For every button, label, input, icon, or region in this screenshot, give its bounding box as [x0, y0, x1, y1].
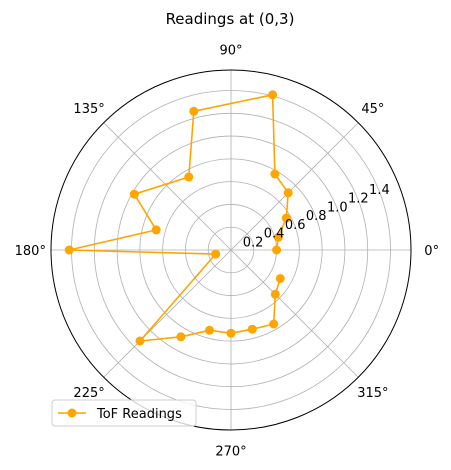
- data-point-15: [226, 328, 236, 338]
- data-point-7: [184, 172, 194, 182]
- series-line-0: [68, 94, 290, 342]
- data-point-11: [211, 249, 221, 259]
- radial-tick-label-6: 1.4: [369, 183, 390, 198]
- data-point-2: [281, 213, 291, 223]
- legend-frame: [51, 399, 197, 427]
- angle-tick-label-0: 0°: [424, 244, 439, 259]
- data-point-14: [205, 325, 214, 335]
- radial-tick-label-5: 1.2: [348, 192, 369, 207]
- data-point-8: [129, 189, 139, 199]
- angle-tick-label-3: 135°: [73, 102, 104, 117]
- radial-tick-label-1: 0.4: [264, 227, 285, 242]
- series-layer: [64, 90, 293, 346]
- data-point-19: [275, 274, 285, 283]
- data-point-4: [270, 169, 280, 179]
- radial-tick-label-2: 0.6: [285, 218, 306, 233]
- data-point-18: [270, 289, 280, 299]
- angle-tick-label-5: 225°: [73, 386, 104, 401]
- angle-tick-label-6: 270°: [215, 445, 246, 460]
- angle-tick-label-1: 45°: [361, 102, 384, 117]
- polar-frame: [50, 69, 412, 431]
- legend-series-marker: [67, 408, 77, 418]
- angle-tick-label-2: 90°: [219, 43, 242, 58]
- data-point-6: [189, 106, 199, 116]
- data-point-0: [272, 245, 282, 255]
- data-point-1: [273, 232, 283, 242]
- data-point-16: [247, 324, 257, 334]
- data-point-5: [268, 90, 278, 100]
- data-point-12: [135, 336, 145, 346]
- data-point-10: [64, 245, 74, 255]
- polar-grid: [50, 69, 412, 431]
- tick-labels: 0° 45° 90° 135° 180° 225° 270° 315° 0.20.40.60.8…: [15, 43, 439, 459]
- radial-tick-label-4: 1.0: [327, 200, 348, 215]
- radial-tick-label-0: 0.2: [243, 235, 264, 250]
- angle-tick-label-4: 180°: [15, 244, 46, 259]
- angular-gridline-5: [103, 249, 232, 378]
- chart-title: Readings at (0,3): [166, 10, 295, 28]
- legend: ToF Readings: [51, 399, 197, 427]
- data-point-13: [176, 332, 186, 342]
- angle-tick-label-7: 315°: [357, 386, 388, 401]
- data-point-17: [269, 319, 279, 329]
- data-point-3: [283, 188, 293, 198]
- angular-gridline-1: [230, 122, 359, 251]
- angular-gridline-3: [103, 122, 232, 251]
- radial-tick-label-3: 0.8: [306, 209, 327, 224]
- legend-series-label: ToF Readings: [96, 407, 182, 422]
- angular-gridline-7: [230, 249, 359, 378]
- data-point-9: [151, 225, 161, 235]
